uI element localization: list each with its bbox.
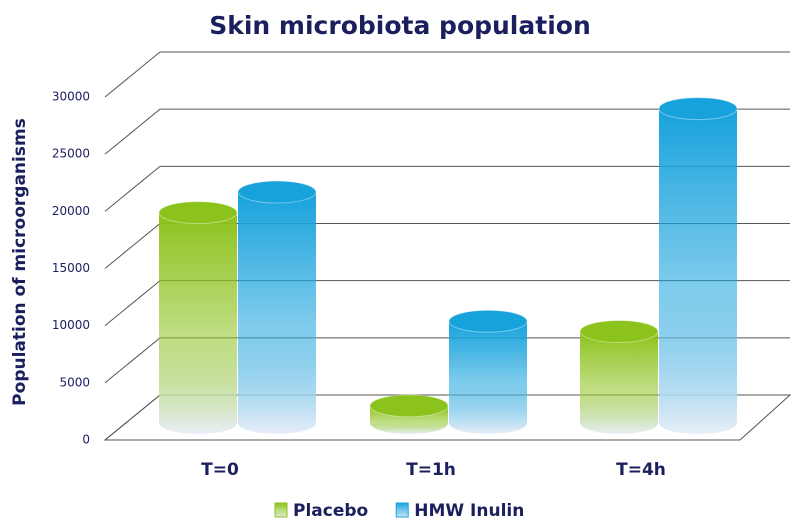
y-tick-label: 20000: [52, 204, 90, 218]
x-tick-label: T=4h: [616, 460, 666, 480]
legend-swatch: [395, 502, 409, 518]
y-tick-label: 15000: [52, 261, 90, 275]
y-axis-label: Population of microorganisms: [10, 118, 30, 406]
bar: [238, 192, 316, 434]
bar: [159, 212, 237, 434]
bar: [659, 108, 737, 434]
grid-line: [104, 51, 790, 98]
x-tick-label: T=1h: [406, 460, 456, 480]
bar: [449, 321, 527, 434]
grid-line: [104, 108, 790, 155]
y-tick-label: 25000: [52, 147, 90, 161]
y-tick-label: 5000: [59, 375, 90, 389]
y-tick-label: 0: [82, 433, 90, 447]
bar: [580, 331, 658, 434]
legend-label: HMW Inulin: [414, 501, 524, 521]
bar-top: [369, 394, 449, 418]
chart-title: Skin microbiota population: [209, 11, 591, 40]
x-tick-label: T=0: [201, 460, 239, 480]
legend-swatch: [274, 502, 288, 518]
bar-top: [158, 201, 238, 225]
bar-top: [579, 320, 659, 344]
legend-label: Placebo: [293, 501, 368, 521]
y-tick-label: 10000: [52, 318, 90, 332]
bar-top: [658, 97, 738, 121]
bar-top: [448, 309, 528, 333]
bar-top: [237, 180, 317, 204]
y-tick-label: 30000: [52, 90, 90, 104]
grid-line: [104, 165, 790, 212]
